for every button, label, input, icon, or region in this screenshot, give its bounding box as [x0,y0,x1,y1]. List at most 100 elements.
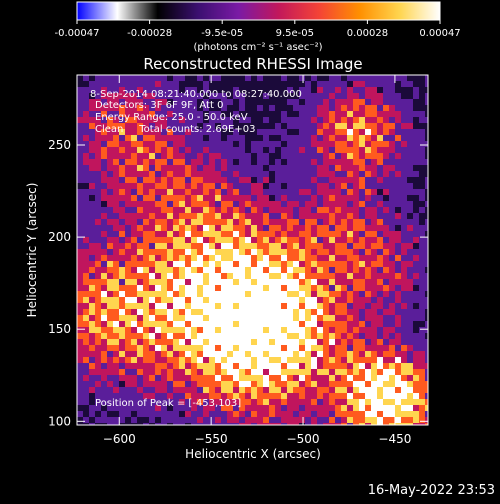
raster-cell [161,339,167,345]
raster-cell [335,147,341,153]
raster-cell [317,291,323,297]
raster-cell [197,81,203,87]
raster-cell [197,93,203,99]
raster-cell [197,201,203,207]
raster-cell [173,195,179,201]
raster-cell [215,213,221,219]
raster-cell [371,423,377,425]
raster-cell [287,261,293,267]
raster-cell [317,375,323,381]
raster-cell [143,399,149,405]
raster-cell [425,237,428,243]
raster-cell [419,261,425,267]
raster-cell [359,279,365,285]
raster-cell [263,363,269,369]
raster-cell [101,249,107,255]
raster-cell [125,351,131,357]
raster-cell [239,393,245,399]
raster-cell [395,81,401,87]
raster-cell [383,285,389,291]
raster-cell [287,213,293,219]
raster-cell [353,285,359,291]
raster-cell [311,171,317,177]
raster-cell [101,393,107,399]
raster-cell [293,213,299,219]
raster-cell [377,297,383,303]
raster-cell [221,165,227,171]
raster-cell [173,141,179,147]
raster-cell [155,249,161,255]
raster-cell [137,189,143,195]
raster-cell [311,393,317,399]
raster-cell [413,357,419,363]
raster-cell [359,237,365,243]
raster-cell [419,123,425,129]
raster-cell [155,135,161,141]
raster-cell [347,255,353,261]
raster-cell [83,231,89,237]
raster-cell [299,225,305,231]
raster-cell [179,105,185,111]
raster-cell [197,237,203,243]
raster-cell [143,285,149,291]
raster-cell [401,141,407,147]
raster-cell [365,375,371,381]
raster-cell [125,141,131,147]
raster-cell [95,117,101,123]
raster-cell [425,159,428,165]
raster-cell [131,279,137,285]
raster-cell [95,261,101,267]
raster-cell [245,129,251,135]
raster-cell [365,345,371,351]
raster-cell [341,171,347,177]
raster-cell [377,417,383,423]
raster-cell [77,237,83,243]
raster-cell [323,267,329,273]
raster-cell [107,135,113,141]
raster-cell [143,357,149,363]
raster-cell [401,411,407,417]
raster-cell [131,285,137,291]
raster-cell [161,387,167,393]
raster-cell [383,303,389,309]
raster-cell [239,249,245,255]
raster-cell [161,249,167,255]
raster-cell [227,243,233,249]
raster-cell [161,177,167,183]
raster-cell [143,105,149,111]
raster-cell [287,147,293,153]
raster-cell [281,93,287,99]
raster-cell [209,267,215,273]
raster-cell [239,117,245,123]
raster-cell [413,87,419,93]
raster-cell [353,279,359,285]
raster-cell [251,159,257,165]
raster-cell [215,267,221,273]
raster-cell [395,273,401,279]
raster-cell [101,147,107,153]
raster-cell [143,261,149,267]
raster-cell [299,141,305,147]
raster-cell [227,303,233,309]
raster-cell [263,177,269,183]
raster-cell [389,111,395,117]
raster-cell [209,417,215,423]
raster-cell [263,345,269,351]
raster-cell [257,393,263,399]
raster-cell [275,123,281,129]
raster-cell [77,423,83,425]
raster-cell [155,243,161,249]
raster-cell [425,243,428,249]
raster-cell [131,159,137,165]
raster-cell [275,171,281,177]
raster-cell [167,411,173,417]
raster-cell [305,375,311,381]
raster-cell [167,237,173,243]
raster-cell [227,87,233,93]
raster-cell [311,93,317,99]
raster-cell [77,201,83,207]
raster-cell [293,345,299,351]
raster-cell [101,111,107,117]
raster-cell [347,165,353,171]
raster-cell [143,369,149,375]
